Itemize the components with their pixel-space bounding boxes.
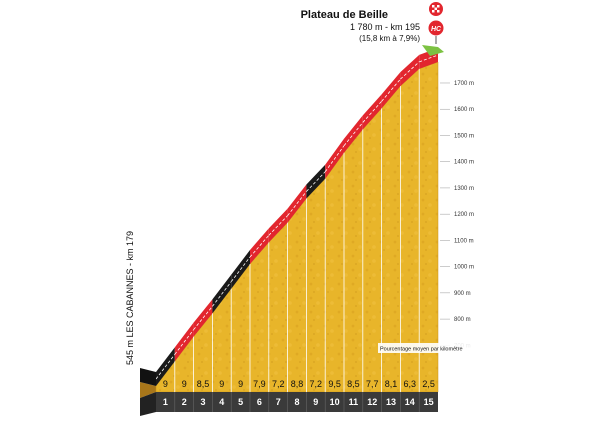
gradient-label: 6,3 [404,379,417,389]
km-label: 3 [200,397,205,407]
gradient-segment-centerline [306,171,326,192]
gradient-segment [250,228,269,265]
gradient-segment-centerline [155,354,176,380]
gradient-segment-centerline [400,61,420,80]
km-label: 4 [219,397,224,407]
km-label: 7 [276,397,281,407]
gradient-label: 7,9 [253,379,266,389]
gradient-label: 2,5 [422,379,435,389]
altitude-tick-label: 1300 m [454,186,474,192]
gradient-segment [381,72,401,109]
altitude-tick-label: 1400 m [454,160,474,166]
km-bar-side [140,392,156,416]
km-label: 13 [386,397,396,407]
gradient-label: 7,7 [366,379,379,389]
gradient-label: 8,8 [291,379,304,389]
gradient-label: 8,5 [197,379,210,389]
gradient-segment-centerline [287,191,307,216]
km-bar: 1 2 3 4 5 6 7 8 9 10 11 12 13 14 15 [140,392,438,416]
gradient-label: 7,2 [272,379,285,389]
gradient-segment-centerline [230,256,251,282]
gradient-ribbon [140,45,444,386]
km-label: 5 [238,397,243,407]
gradient-label: 9 [163,379,168,389]
gradient-label: 9 [219,379,224,389]
gradient-segment [362,94,382,130]
km-label: 15 [424,397,434,407]
altitude-tick-label: 1100 m [454,238,474,244]
gradient-segment [306,164,326,199]
km-label: 8 [294,397,299,407]
gradient-segment-centerline [268,215,288,236]
svg-text:HC: HC [431,26,442,33]
gradient-label: 9 [238,379,243,389]
summit-details: 1 780 m - km 195 [350,22,420,32]
gradient-label: 9 [182,379,187,389]
km-dividers [174,68,420,392]
altitude-tick-label: 1000 m [454,265,474,271]
gradient-segment [344,115,363,153]
start-label: 545 m LES CABANNES - km 179 [125,231,135,365]
km-label: 11 [349,397,359,407]
gradient-label: 7,2 [310,379,323,389]
km-bar-background [156,392,438,412]
km-label: 6 [257,397,262,407]
gradient-label: 9,5 [328,379,341,389]
gradient-segment [268,208,288,243]
km-label: 2 [182,397,187,407]
km-label: 9 [313,397,318,407]
profile-area [155,61,439,393]
gradient-segment [193,299,213,337]
legend-box [378,343,476,353]
altitude-tick-label: 1700 m [454,81,474,87]
summit-green-cap [422,45,444,56]
gradient-label: 8,5 [347,379,360,389]
altitude-tick-label: 1600 m [454,107,474,113]
gradient-label: 8,1 [385,379,398,389]
km-label: 12 [367,397,377,407]
altitude-tick-label: 1500 m [454,133,474,139]
km-label: 10 [330,397,340,407]
gradient-segment-centerline [174,329,194,355]
ribbon-start-cap [140,368,156,386]
gradient-segment-centerline [419,54,439,63]
altitude-tick-label: 1200 m [454,212,474,218]
summit-name: Plateau de Beille [301,9,388,21]
km-label: 14 [405,397,415,407]
altitude-tick-label: 900 m [454,291,471,297]
summit-finish-icon [429,2,443,16]
gradient-labels: 9 9 8,5 9 9 7,9 7,2 8,8 7,2 9,5 8,5 7,7 8,1 6,3 2,5 [163,379,435,389]
km-label: 1 [163,397,168,407]
legend-text: Pourcentage moyen par kilomètre [380,347,463,353]
hc-category-icon: HC [428,20,444,36]
profile-side-wall [140,382,156,398]
gradient-segment-centerline [324,145,345,173]
altitude-tick-label: 800 m [454,317,471,323]
gradient-segment-centerline [212,281,232,307]
summit-stats: (15,8 km à 7,9%) [359,34,420,43]
